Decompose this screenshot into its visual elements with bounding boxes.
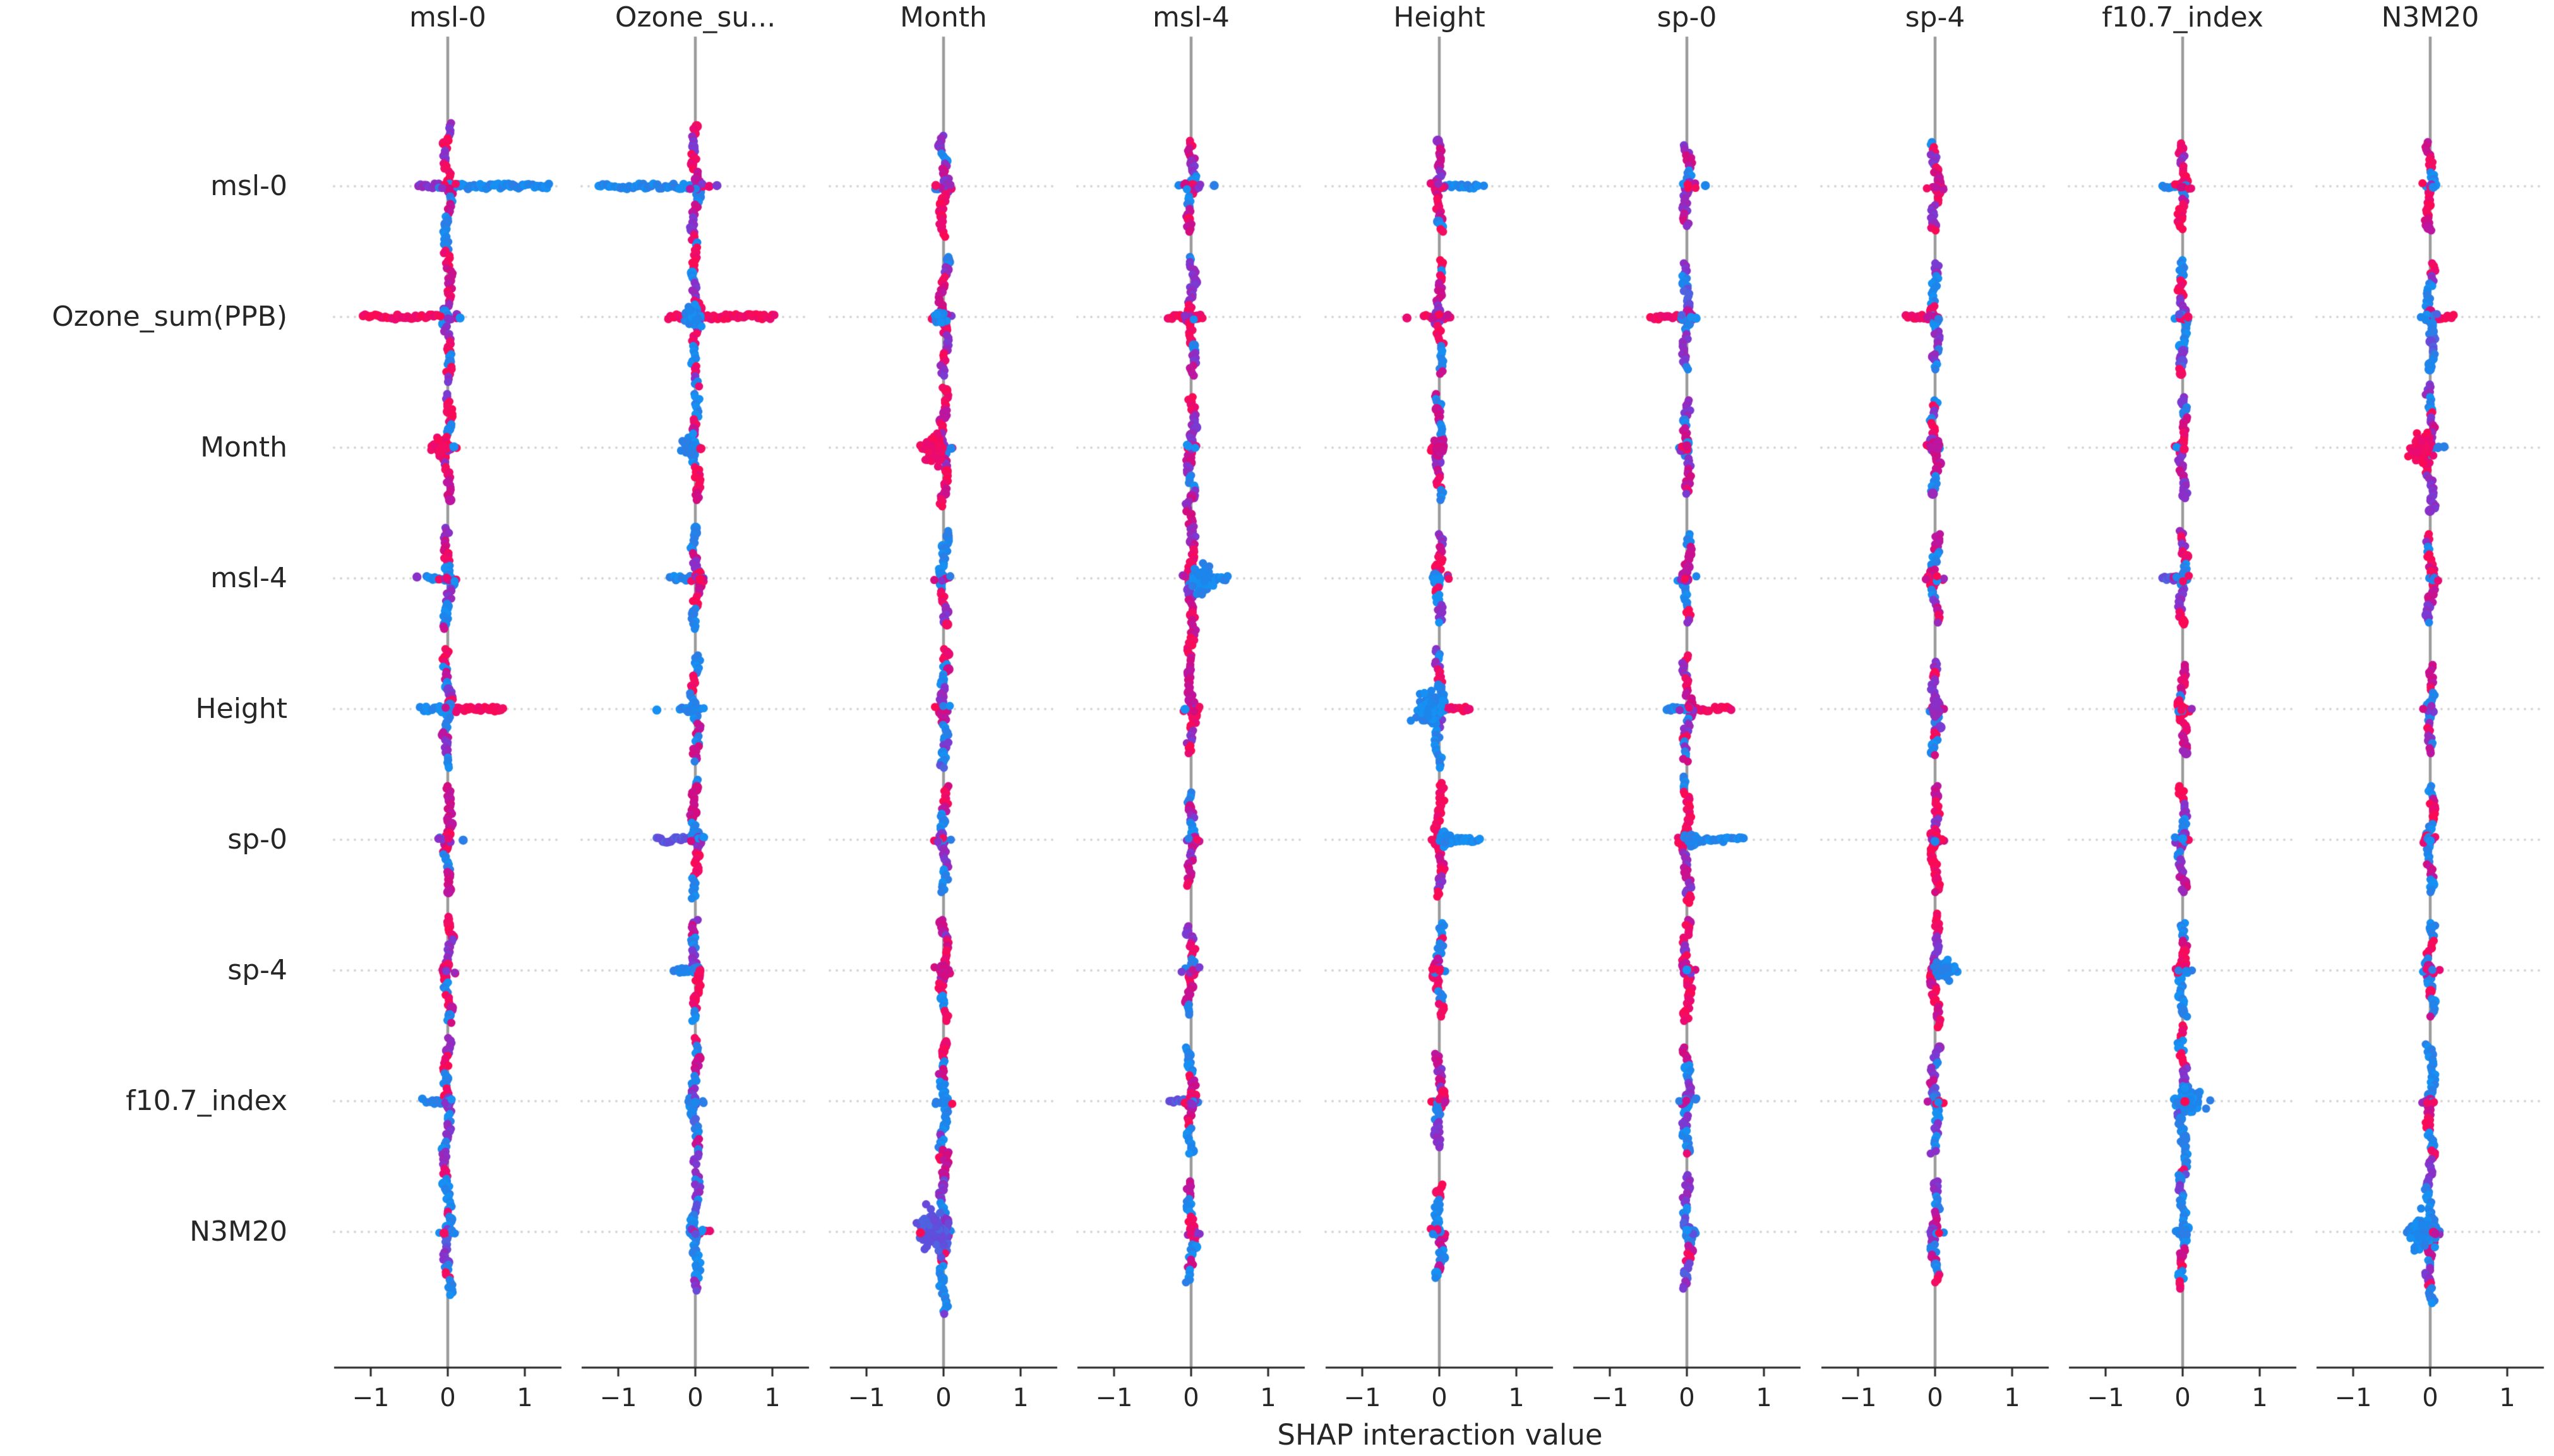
shap-interaction-plot: SHAP interaction value msl-0 Ozone_su... M…: [0, 0, 2554, 1456]
beeswarm-matrix-canvas: [0, 0, 2554, 1456]
